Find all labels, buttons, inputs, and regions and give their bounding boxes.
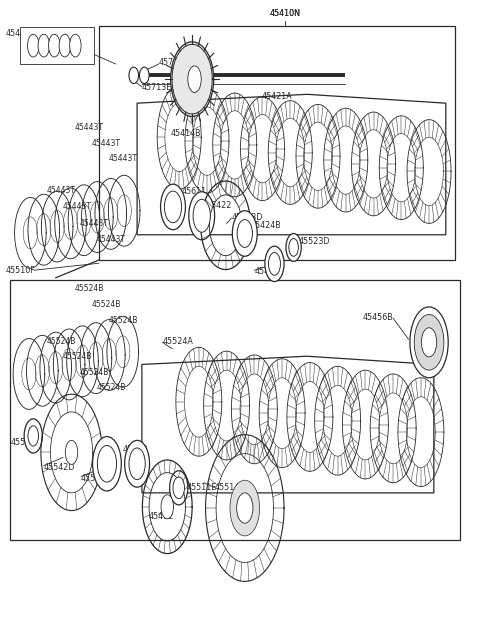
Text: 45524B: 45524B [96,384,126,392]
Text: 45442F: 45442F [254,267,284,276]
Text: 45542D: 45542D [44,463,75,472]
Ellipse shape [410,307,448,378]
Ellipse shape [125,441,150,487]
Ellipse shape [65,441,78,464]
Text: 45524B: 45524B [92,300,121,309]
Ellipse shape [59,34,71,57]
Ellipse shape [93,437,121,491]
Ellipse shape [286,233,301,261]
Text: 45510F: 45510F [5,266,35,275]
Text: 45511E: 45511E [186,483,216,493]
Ellipse shape [129,67,139,84]
Text: 45443T: 45443T [96,235,125,244]
Ellipse shape [48,34,60,57]
Text: 45514A: 45514A [215,483,246,493]
FancyBboxPatch shape [20,27,94,64]
Text: 45443T: 45443T [46,186,75,195]
Ellipse shape [97,446,117,482]
Text: 45422: 45422 [206,201,232,210]
Ellipse shape [27,34,39,57]
Text: 45410N: 45410N [270,10,301,18]
Ellipse shape [189,191,215,240]
Ellipse shape [188,66,201,93]
Text: 45443T: 45443T [108,154,137,164]
Ellipse shape [169,470,188,505]
Ellipse shape [268,252,280,275]
Text: 45523D: 45523D [299,236,330,245]
Ellipse shape [193,199,210,232]
Ellipse shape [173,477,184,498]
Ellipse shape [289,238,299,256]
Ellipse shape [24,419,42,453]
Text: 45443T: 45443T [63,202,92,210]
Ellipse shape [38,34,49,57]
Ellipse shape [161,495,173,519]
Text: 45421A: 45421A [262,93,292,101]
Text: 45524B: 45524B [75,284,104,293]
Polygon shape [142,356,434,493]
Text: 45524A: 45524A [162,337,193,346]
Text: 45443T: 45443T [75,123,104,132]
Ellipse shape [414,314,444,370]
Polygon shape [99,26,456,260]
Text: 45713E: 45713E [142,84,172,93]
Text: 45456B: 45456B [362,313,393,321]
Ellipse shape [232,210,257,256]
Text: 45611: 45611 [181,187,207,197]
Text: 45443T: 45443T [92,139,120,148]
Text: 45443T: 45443T [80,219,108,228]
Text: 45524B: 45524B [46,337,75,346]
Text: 45713E: 45713E [158,58,189,67]
Polygon shape [137,94,446,235]
Text: 45410N: 45410N [270,10,301,18]
Polygon shape [10,280,460,540]
Ellipse shape [170,42,214,117]
Text: 45523: 45523 [123,445,148,455]
Ellipse shape [70,34,81,57]
Text: 45412: 45412 [149,512,174,521]
Ellipse shape [265,246,284,281]
Text: 45423D: 45423D [231,212,263,221]
Ellipse shape [140,67,149,84]
Text: 45524B: 45524B [108,316,138,325]
Ellipse shape [129,448,145,479]
Text: 45567A: 45567A [10,437,41,447]
Text: 45524B: 45524B [80,368,109,377]
Ellipse shape [237,493,253,523]
Ellipse shape [164,191,181,223]
Ellipse shape [421,328,437,357]
Ellipse shape [160,184,185,230]
Text: 45524B: 45524B [63,352,92,361]
Text: 45471A: 45471A [5,29,36,38]
Ellipse shape [230,480,260,536]
Ellipse shape [28,426,38,446]
Ellipse shape [237,219,252,247]
Text: 45524C: 45524C [81,474,112,483]
Text: 45424B: 45424B [251,221,281,230]
Text: 45414B: 45414B [171,129,202,138]
